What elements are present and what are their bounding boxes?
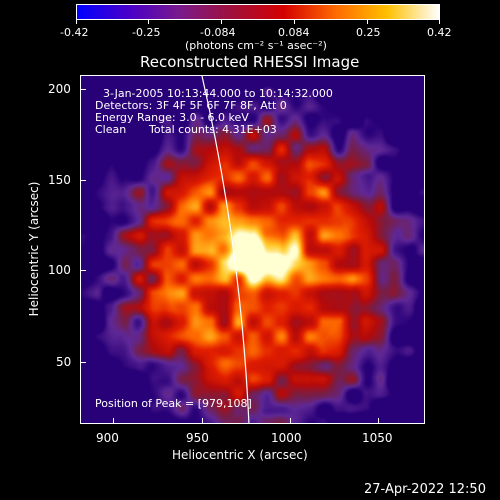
info-energy: Energy Range: 3.0 - 6.0 keV — [95, 111, 249, 124]
plot-title: Reconstructed RHESSI Image — [140, 53, 360, 71]
x-tick — [290, 418, 291, 424]
peak-position: Position of Peak = [979,108] — [95, 397, 252, 410]
colorbar-tick-label: 0.25 — [356, 26, 381, 39]
x-tick — [378, 418, 379, 424]
y-tick — [80, 89, 86, 90]
solar-image-map — [81, 76, 424, 423]
info-detectors: Detectors: 3F 4F 5F 6F 7F 8F, Att 0 — [95, 99, 287, 112]
x-axis-label: Heliocentric X (arcsec) — [172, 448, 308, 462]
rhessi-image-plot: 3-Jan-2005 10:13:44.000 to 10:14:32.000 … — [80, 75, 425, 424]
colorbar-tick-label: 0.42 — [427, 26, 452, 39]
colorbar-tick — [221, 20, 222, 24]
footer-timestamp: 27-Apr-2022 12:50 — [364, 482, 486, 497]
colorbar-tick-label: -0.25 — [132, 26, 161, 39]
solar-limb-line — [201, 76, 250, 423]
colorbar-tick — [294, 20, 295, 24]
colorbar-tick-label: -0.42 — [60, 26, 89, 39]
y-tick-label: 150 — [48, 173, 71, 187]
x-tick-label: 950 — [186, 431, 209, 445]
info-clean: Clean — [95, 123, 127, 136]
y-tick-label: 200 — [48, 82, 71, 96]
info-counts: Total counts: 4.31E+03 — [149, 123, 277, 136]
limb-overlay — [201, 76, 250, 423]
colorbar-tick-label: 0.084 — [278, 26, 310, 39]
colorbar — [76, 4, 440, 20]
x-tick-label: 1000 — [271, 431, 302, 445]
colorbar-tick — [367, 20, 368, 24]
info-time: 3-Jan-2005 10:13:44.000 to 10:14:32.000 — [103, 87, 333, 100]
colorbar-tick — [148, 20, 149, 24]
colorbar-tick-label: -0.084 — [200, 26, 236, 39]
y-tick — [80, 362, 86, 363]
colorbar-tick — [76, 20, 77, 24]
colorbar-tick — [439, 20, 440, 24]
x-tick-label: 900 — [96, 431, 119, 445]
x-tick-label: 1050 — [362, 431, 393, 445]
x-tick — [113, 418, 114, 424]
y-tick-label: 100 — [48, 263, 71, 277]
y-tick — [80, 270, 86, 271]
x-tick — [202, 418, 203, 424]
colorbar-units: (photons cm⁻² s⁻¹ asec⁻²) — [185, 39, 327, 52]
y-tick-label: 50 — [56, 355, 72, 369]
y-axis-label: Heliocentric Y (arcsec) — [27, 181, 41, 317]
y-tick — [80, 180, 86, 181]
